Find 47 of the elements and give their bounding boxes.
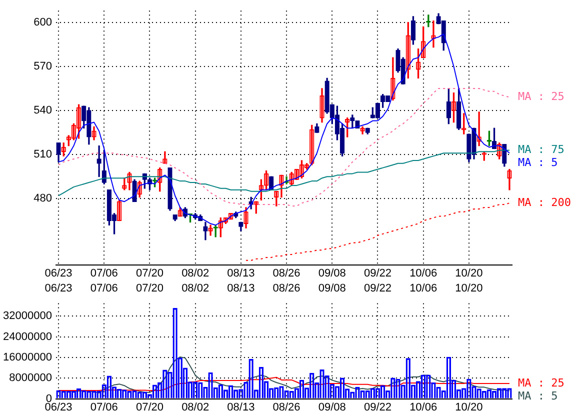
x-tick-label: 08/02 [182, 401, 210, 414]
y-tick-label: 600 [34, 16, 52, 28]
x-tick-label: 10/06 [410, 267, 438, 280]
category-label: 10/20 [455, 282, 483, 295]
x-tick-label: 10/20 [455, 401, 483, 414]
x-tick-label: 06/23 [44, 267, 72, 280]
series-label: MA : 25 [518, 90, 564, 104]
x-tick-label: 09/22 [364, 401, 392, 414]
x-tick-label: 06/23 [44, 401, 72, 414]
category-label: 10/06 [410, 282, 438, 295]
y-tick-label: 570 [34, 60, 52, 72]
y-tick-label: 480 [34, 192, 52, 205]
line-series [58, 88, 510, 207]
x-tick-label: 10/06 [410, 401, 438, 414]
series-label: MA : 75 [518, 143, 564, 156]
x-tick-label: 09/22 [364, 267, 392, 280]
x-tick-label: 09/08 [318, 401, 346, 414]
y-tick-label: 24000000 [3, 330, 52, 343]
x-tick-label: 08/02 [182, 267, 210, 280]
x-tick-label: 07/06 [90, 267, 118, 280]
x-tick-label: 07/20 [136, 267, 164, 280]
x-tick-label: 09/08 [318, 267, 346, 280]
line-series [246, 202, 510, 261]
y-tick-label: 16000000 [3, 351, 52, 364]
x-tick-label: 08/26 [272, 401, 300, 414]
x-tick-label: 08/26 [272, 267, 300, 280]
y-tick-label: 540 [34, 104, 52, 117]
category-label: 08/26 [272, 282, 300, 295]
category-label: 08/02 [182, 282, 210, 295]
x-tick-label: 10/20 [455, 267, 483, 280]
series-label: MA : 25 [518, 376, 564, 390]
series-label: MA : 5 [518, 389, 558, 402]
y-tick-label: 510 [34, 148, 52, 161]
category-label: 06/23 [44, 282, 72, 295]
x-tick-label: 08/13 [227, 401, 255, 414]
series-label: MA : 200 [518, 196, 571, 209]
category-label: 09/22 [364, 282, 392, 295]
category-label: 08/13 [227, 282, 255, 295]
y-tick-label: 32000000 [3, 310, 52, 322]
category-label: 07/06 [90, 282, 118, 295]
x-tick-label: 07/06 [90, 401, 118, 414]
category-label: 09/08 [318, 282, 346, 295]
series-label: MA : 5 [518, 156, 558, 170]
x-tick-label: 07/20 [136, 401, 164, 414]
x-tick-label: 08/13 [227, 267, 255, 280]
category-label: 07/20 [136, 282, 164, 295]
y-tick-label: 8000000 [9, 372, 52, 384]
